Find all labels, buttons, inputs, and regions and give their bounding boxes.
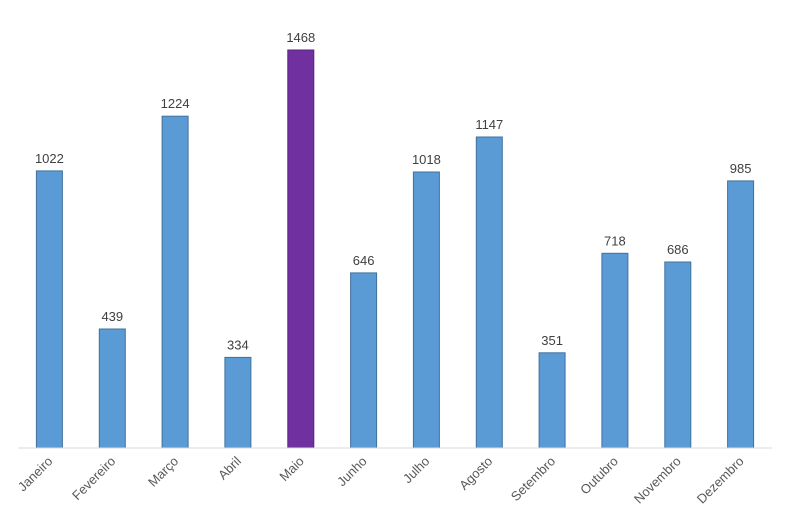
value-label: 1147 [475, 117, 503, 132]
value-label: 686 [667, 242, 689, 257]
bar-abril [224, 356, 252, 449]
bar-mar-o [161, 115, 189, 449]
x-tick-label: Janeiro [15, 454, 56, 495]
x-tick-label: Setembro [508, 454, 558, 504]
bar-junho [350, 272, 378, 449]
value-label: 1224 [161, 96, 190, 111]
x-tick-label: Maio [276, 454, 307, 485]
bar-novembro [664, 261, 692, 449]
bar-outubro [601, 252, 629, 449]
value-label: 1022 [35, 151, 64, 166]
bars-layer [35, 49, 755, 449]
value-label: 1018 [412, 152, 441, 167]
value-label: 718 [604, 233, 626, 248]
value-labels-layer: 1022 439 1224 334 1468 646 1018 1147 351 718 686 98… [35, 30, 752, 352]
bar-julho [412, 171, 440, 449]
x-tick-label: Novembro [631, 454, 684, 507]
bar-fevereiro [98, 328, 126, 449]
bar-setembro [538, 352, 566, 449]
bar-dezembro [727, 180, 755, 449]
value-label: 439 [101, 309, 123, 324]
x-tick-label: Agosto [456, 454, 495, 493]
tick-labels-layer: Janeiro Fevereiro Março Abril Maio Junho Julho… [15, 453, 747, 506]
value-label: 334 [227, 337, 249, 352]
x-tick-label: Julho [400, 454, 433, 487]
bar-agosto [475, 136, 503, 449]
value-label: 646 [353, 253, 375, 268]
x-tick-label: Junho [334, 454, 370, 490]
x-tick-label: Abril [215, 453, 244, 482]
value-label: 351 [541, 333, 563, 348]
value-label: 985 [730, 161, 752, 176]
x-tick-label: Março [145, 454, 181, 490]
x-tick-label: Dezembro [694, 454, 747, 507]
bar-janeiro [35, 170, 63, 449]
x-tick-label: Fevereiro [69, 454, 118, 503]
x-tick-label: Outubro [577, 454, 621, 498]
bar-maio [287, 49, 315, 449]
value-label: 1468 [286, 30, 315, 45]
